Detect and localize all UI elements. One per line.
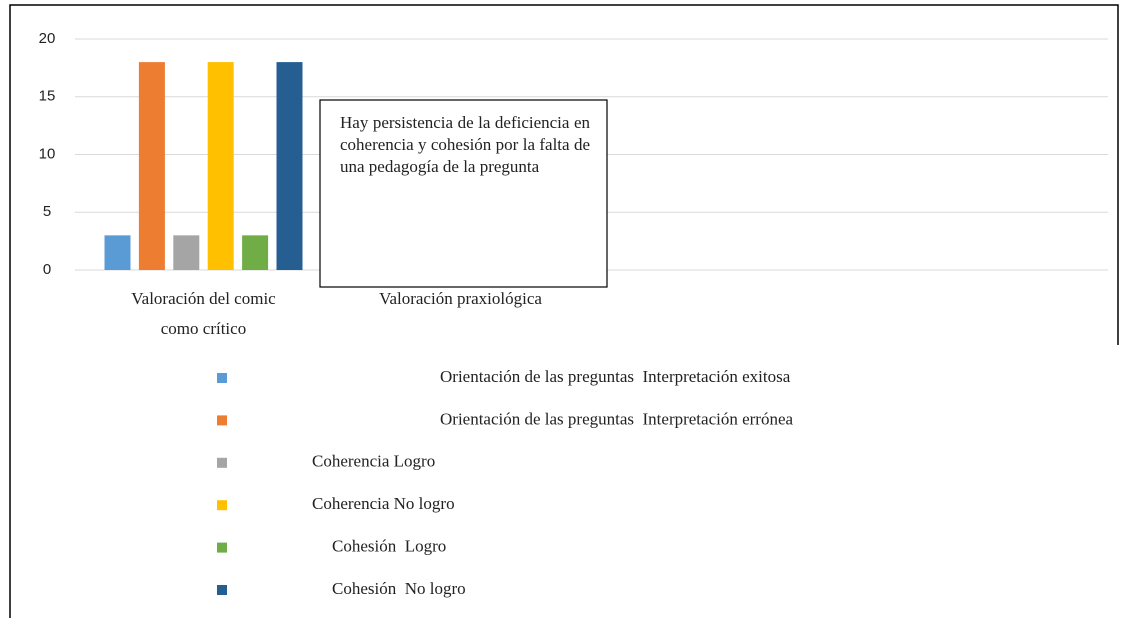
y-tick-label: 0 xyxy=(43,261,51,278)
legend-swatch xyxy=(217,500,227,511)
y-tick-label: 20 xyxy=(39,30,56,47)
legend-swatch xyxy=(217,542,227,553)
frame xyxy=(9,4,1119,618)
bar xyxy=(207,62,234,270)
y-tick-label: 5 xyxy=(43,203,51,220)
x-tick-label: Valoración praxiológica xyxy=(379,289,542,308)
annotation-box xyxy=(319,99,608,288)
legend-label: Cohesión No logro xyxy=(332,579,466,598)
bar xyxy=(276,62,303,270)
y-tick-label: 15 xyxy=(39,88,56,105)
legend-swatch xyxy=(217,415,227,426)
legend-label: Coherencia No logro xyxy=(312,494,455,513)
bar xyxy=(173,235,200,270)
annotation: Hay persistencia de la deficiencia en co… xyxy=(340,113,590,176)
legend-label: Orientación de las preguntas Interpretac… xyxy=(440,367,791,386)
legend-label: Orientación de las preguntas Interpretac… xyxy=(440,409,794,428)
x-tick-label: Valoración del comic como crítico xyxy=(131,289,276,338)
legend-label: Cohesión Logro xyxy=(332,537,446,556)
legend-swatch xyxy=(217,457,227,468)
legend-label: Coherencia Logro xyxy=(312,452,435,471)
bar xyxy=(138,62,165,270)
annotation-text: Hay persistencia de la deficiencia en co… xyxy=(340,113,590,176)
legend-swatch xyxy=(217,373,227,383)
bar xyxy=(242,235,269,270)
bar xyxy=(104,235,131,270)
y-tick-label: 10 xyxy=(39,145,56,162)
legend-swatch xyxy=(217,585,227,595)
